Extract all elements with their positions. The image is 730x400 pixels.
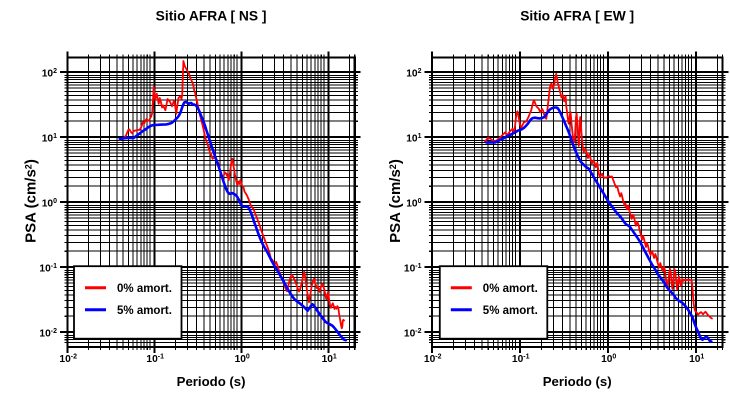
svg-text:10-1: 10-1 (146, 353, 164, 365)
svg-text:PSA (cm/s2): PSA (cm/s2) (23, 159, 40, 243)
svg-text:100: 100 (601, 353, 616, 365)
svg-text:Sitio AFRA [ NS ]: Sitio AFRA [ NS ] (156, 9, 267, 24)
svg-text:10-2: 10-2 (424, 353, 442, 365)
svg-text:100: 100 (406, 198, 421, 210)
svg-text:10-1: 10-1 (512, 353, 530, 365)
svg-text:0% amort.: 0% amort. (117, 283, 172, 295)
svg-text:10-2: 10-2 (404, 328, 422, 340)
svg-text:101: 101 (42, 133, 57, 145)
svg-text:102: 102 (42, 68, 57, 80)
svg-text:102: 102 (406, 68, 421, 80)
svg-text:10-1: 10-1 (404, 263, 422, 275)
svg-text:10-2: 10-2 (39, 328, 57, 340)
svg-text:PSA (cm/s2): PSA (cm/s2) (387, 159, 404, 243)
svg-text:101: 101 (322, 353, 337, 365)
svg-text:101: 101 (406, 133, 421, 145)
svg-text:Periodo (s): Periodo (s) (177, 374, 246, 389)
svg-text:10-1: 10-1 (39, 263, 57, 275)
svg-text:100: 100 (42, 198, 57, 210)
svg-text:100: 100 (235, 353, 250, 365)
svg-text:Sitio AFRA [ EW ]: Sitio AFRA [ EW ] (520, 9, 634, 24)
svg-text:10-2: 10-2 (59, 353, 77, 365)
svg-text:0% amort.: 0% amort. (483, 283, 538, 295)
svg-text:Periodo (s): Periodo (s) (543, 374, 612, 389)
svg-text:5% amort.: 5% amort. (483, 305, 538, 317)
svg-text:5% amort.: 5% amort. (117, 305, 172, 317)
svg-text:101: 101 (689, 353, 704, 365)
